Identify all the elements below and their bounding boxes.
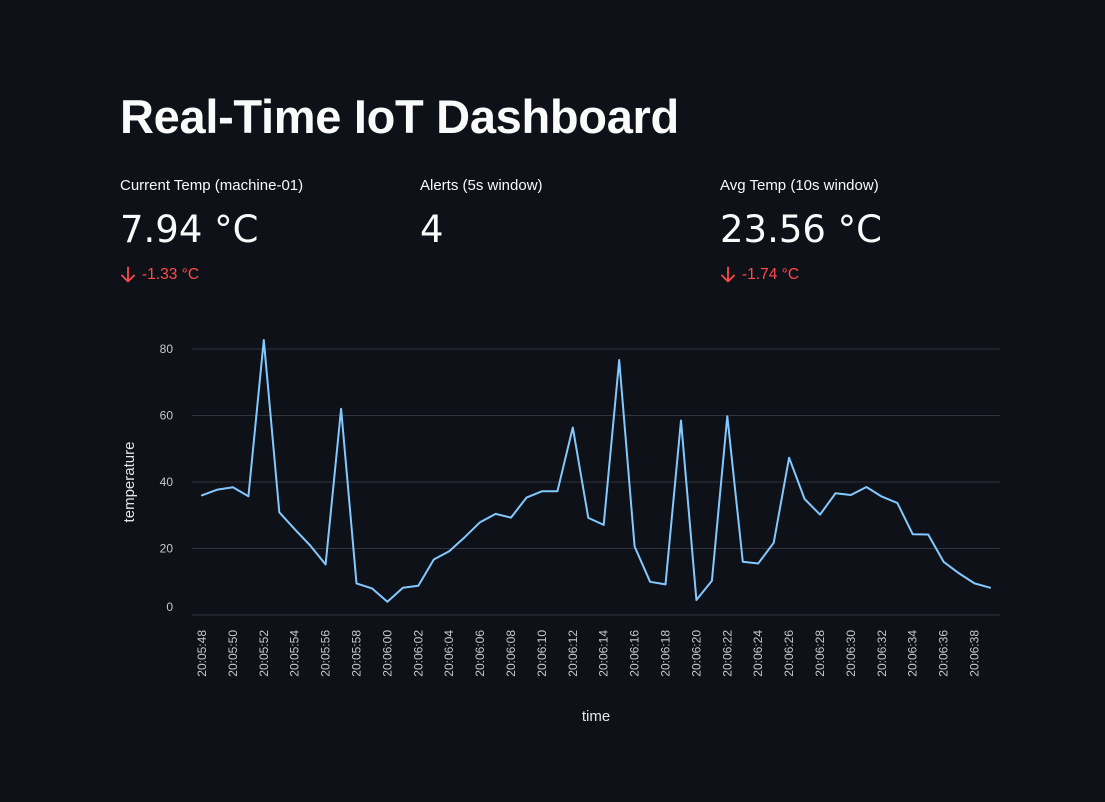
metric-delta: -1.74 °C	[720, 265, 1010, 285]
y-tick-label: 0	[166, 600, 173, 614]
metric-label: Alerts (5s window)	[420, 177, 543, 194]
metric-value: 23.56 °C	[720, 208, 883, 251]
x-axis-title: time	[582, 708, 610, 725]
series-line[interactable]	[201, 339, 991, 603]
x-tick-label: 20:06:02	[411, 630, 425, 677]
x-tick-label: 20:05:50	[226, 630, 240, 677]
y-axis-title: temperature	[121, 442, 138, 523]
metric-current-temp: Current Temp (machine-01) 7.94 °C -1.33 …	[120, 176, 410, 285]
x-tick-label: 20:06:14	[597, 630, 611, 677]
x-tick-label: 20:06:16	[628, 630, 642, 677]
x-tick-label: 20:06:00	[380, 630, 394, 677]
x-tick-label: 20:06:10	[535, 630, 549, 677]
x-tick-label: 20:06:38	[968, 630, 982, 677]
arrow-down-icon	[720, 266, 736, 284]
page-title: Real-Time IoT Dashboard	[120, 90, 679, 143]
y-tick-label: 20	[160, 542, 174, 556]
chart-gridlines	[192, 348, 1000, 616]
metric-delta: -1.33 °C	[120, 265, 410, 285]
x-tick-label: 20:06:34	[906, 630, 920, 677]
y-tick-label: 60	[160, 409, 174, 423]
chart-series[interactable]	[201, 339, 991, 603]
x-tick-label: 20:05:52	[257, 630, 271, 677]
y-tick-label: 40	[160, 475, 174, 489]
x-tick-label: 20:06:32	[875, 630, 889, 677]
metric-value: 7.94 °C	[120, 208, 259, 251]
x-tick-label: 20:06:18	[659, 630, 673, 677]
metric-avg-temp: Avg Temp (10s window) 23.56 °C -1.74 °C	[720, 176, 1010, 285]
x-tick-label: 20:06:30	[844, 630, 858, 677]
x-tick-label: 20:06:24	[751, 630, 765, 677]
x-tick-label: 20:05:54	[288, 630, 302, 677]
metric-value: 4	[420, 208, 444, 251]
x-tick-label: 20:06:22	[720, 630, 734, 677]
x-tick-label: 20:06:20	[689, 630, 703, 677]
x-tick-label: 20:06:36	[937, 630, 951, 677]
x-tick-label: 20:05:48	[195, 630, 209, 677]
x-tick-label: 20:05:56	[319, 630, 333, 677]
y-tick-label: 80	[160, 342, 174, 356]
x-tick-label: 20:06:06	[473, 630, 487, 677]
x-tick-label: 20:06:26	[782, 630, 796, 677]
x-tick-label: 20:06:04	[442, 630, 456, 677]
x-axis-ticks: 20:05:48 20:05:50 20:05:52 20:05:54 20:05:56…	[195, 630, 982, 677]
metric-alerts: Alerts (5s window) 4	[420, 176, 710, 252]
metric-delta-text: -1.33 °C	[142, 266, 200, 283]
metric-label: Current Temp (machine-01)	[120, 177, 304, 194]
x-tick-label: 20:06:28	[813, 630, 827, 677]
metric-delta-text: -1.74 °C	[742, 266, 800, 283]
arrow-down-icon	[120, 266, 136, 284]
x-tick-label: 20:05:58	[350, 630, 364, 677]
y-axis-ticks: 0 20 40 60 80	[160, 342, 174, 614]
metric-label: Avg Temp (10s window)	[720, 177, 879, 194]
x-tick-label: 20:06:08	[504, 630, 518, 677]
x-tick-label: 20:06:12	[566, 630, 580, 677]
